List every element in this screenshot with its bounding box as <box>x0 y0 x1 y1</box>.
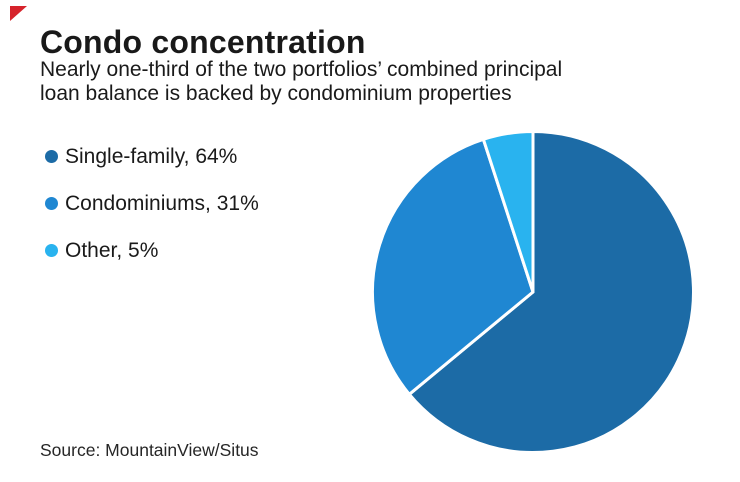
chart-subtitle-line-2: loan balance is backed by condominium pr… <box>40 82 512 105</box>
chart-subtitle-line-1: Nearly one-third of the two portfolios’ … <box>40 58 563 81</box>
legend-item-condominiums: Condominiums, 31% <box>45 191 259 215</box>
legend: Single-family, 64% Condominiums, 31% Oth… <box>45 144 259 262</box>
pie-chart <box>371 130 695 454</box>
legend-label: Condominiums, 31% <box>65 191 259 215</box>
chart-subtitle: Nearly one-third of the two portfolios’ … <box>40 58 562 106</box>
brand-triangle-icon <box>10 6 27 21</box>
legend-dot-icon <box>45 197 58 210</box>
pie-slice-condominiums <box>371 137 535 396</box>
legend-dot-icon <box>45 150 58 163</box>
legend-item-single-family: Single-family, 64% <box>45 144 259 168</box>
source-attribution: Source: MountainView/Situs <box>40 440 259 460</box>
legend-dot-icon <box>45 244 58 257</box>
pie-slice-single-family <box>407 130 695 454</box>
page-title: Condo concentration <box>40 24 366 60</box>
legend-label: Single-family, 64% <box>65 144 238 168</box>
pie-slice-other <box>481 130 535 294</box>
legend-item-other: Other, 5% <box>45 238 259 262</box>
legend-label: Other, 5% <box>65 238 159 262</box>
brand-triangle-shape <box>10 6 27 21</box>
